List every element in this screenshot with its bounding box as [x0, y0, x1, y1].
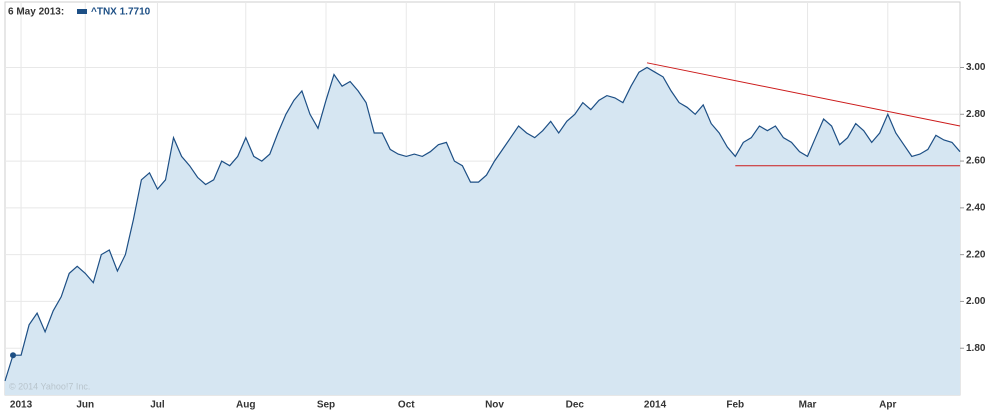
x-tick-label: 2014 [644, 400, 667, 411]
y-tick-label: 2.80 [966, 109, 986, 120]
x-tick-label: Dec [566, 400, 585, 411]
x-tick-label: Nov [485, 400, 504, 411]
x-tick-label: 2013 [10, 400, 33, 411]
plot [4, 2, 961, 395]
x-tick-label: Sep [317, 400, 335, 411]
y-tick-label: 3.00 [966, 62, 986, 73]
watermark: © 2014 Yahoo!7 Inc. [9, 381, 90, 391]
x-tick-label: Jun [76, 400, 94, 411]
y-tick-label: 2.00 [966, 296, 986, 307]
header-date: 6 May 2013: [8, 7, 64, 18]
line [4, 66, 961, 382]
trend-line [646, 62, 961, 127]
x-tick-label: Mar [799, 400, 817, 411]
y-tick-label: 1.80 [966, 343, 986, 354]
area [5, 67, 960, 395]
legend-swatch [77, 9, 87, 14]
x-tick-label: Feb [726, 400, 744, 411]
marker [10, 352, 17, 359]
legend-label: ^TNX 1.7710 [91, 7, 151, 18]
x-tick-label: Jul [150, 400, 165, 411]
x-tick-label: Apr [879, 400, 896, 411]
x-tick-label: Oct [398, 400, 415, 411]
y-tick-label: 2.60 [966, 156, 986, 167]
y-tick-label: 2.40 [966, 202, 986, 213]
x-tick-label: Aug [236, 400, 255, 411]
y-tick-label: 2.20 [966, 249, 986, 260]
